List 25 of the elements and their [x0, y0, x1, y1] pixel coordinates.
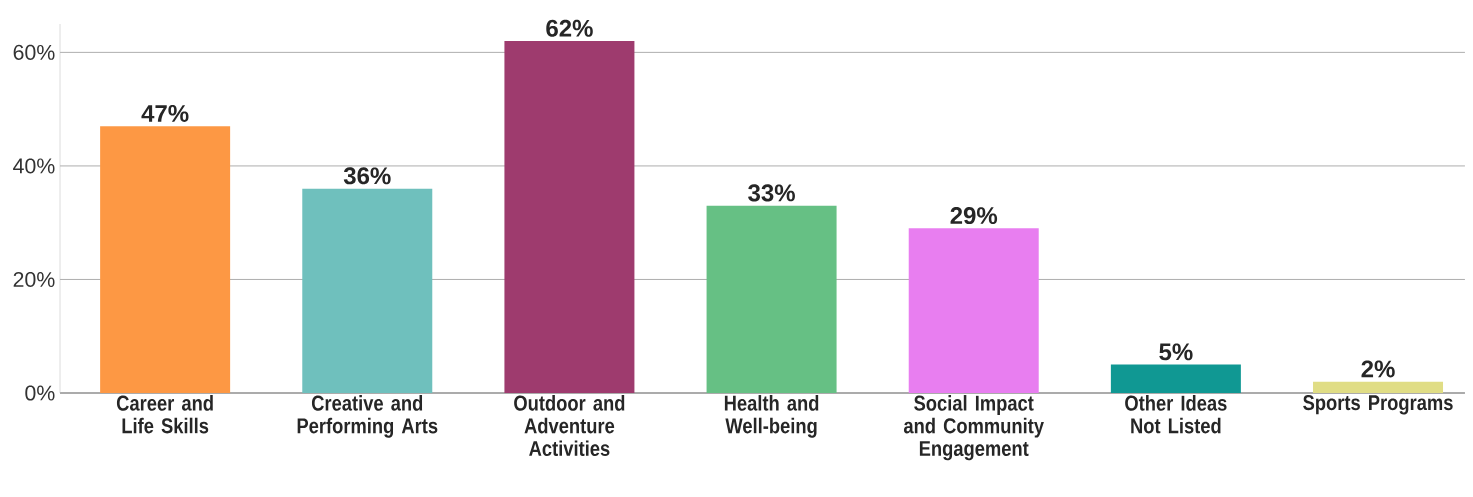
y-tick-label: 20%	[13, 271, 55, 288]
y-tick-label: 0%	[25, 385, 55, 401]
bar	[706, 205, 837, 393]
bar	[1110, 364, 1241, 393]
data-label: 62%	[546, 19, 593, 37]
x-tick-label: Creative and Performing Arts	[297, 395, 438, 438]
bar	[302, 188, 433, 393]
data-label: 33%	[748, 184, 795, 202]
bar	[908, 228, 1039, 393]
y-tick-label: 40%	[13, 158, 55, 174]
x-tick-label: Health and Well-being	[724, 395, 819, 438]
x-tick-label: Social Impact and Community Engagement	[903, 395, 1044, 461]
data-label: 2%	[1361, 360, 1395, 378]
y-tick-label: 60%	[13, 44, 55, 60]
data-label: 29%	[950, 207, 998, 225]
x-tick-label: Sports Programs	[1303, 395, 1453, 415]
data-label: 5%	[1159, 343, 1193, 361]
x-tick-label: Other Ideas Not Listed	[1125, 395, 1227, 434]
data-label: 47%	[141, 105, 189, 122]
bar	[1313, 381, 1444, 393]
data-label: 36%	[343, 167, 391, 185]
bar	[504, 41, 635, 393]
bar	[100, 126, 231, 393]
x-tick-label: Career and Life Skills	[116, 395, 213, 434]
x-tick-label: Outdoor and Adventure Activities	[514, 395, 625, 457]
